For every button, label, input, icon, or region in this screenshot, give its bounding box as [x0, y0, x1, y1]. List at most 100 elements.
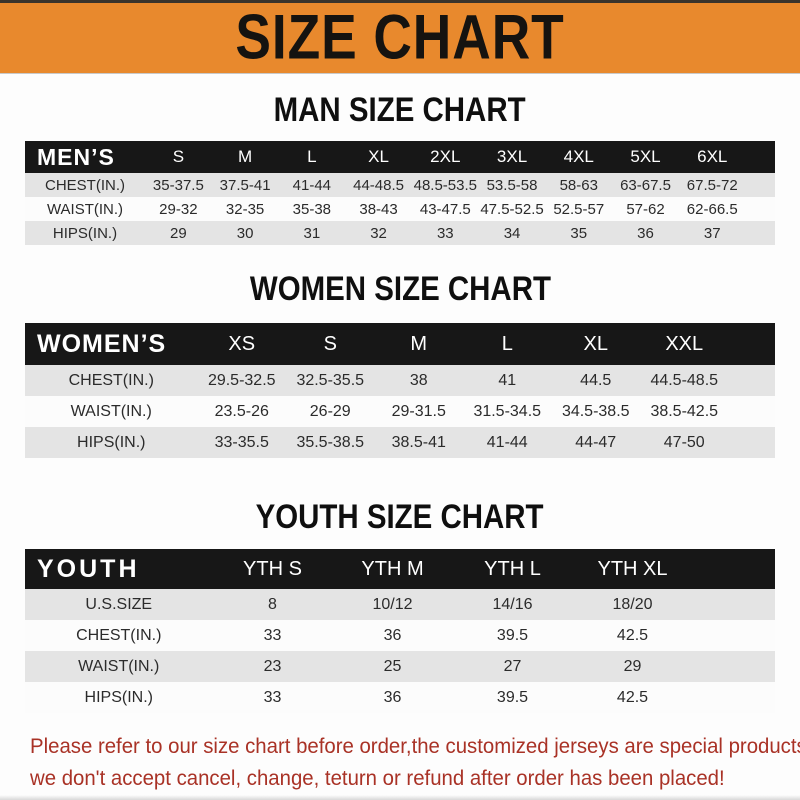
size-cell: 23.5-26 — [197, 396, 286, 428]
size-cell: 25 — [332, 651, 453, 683]
size-cell: 34.5-38.5 — [551, 396, 640, 428]
spacer-cell — [745, 141, 775, 174]
table-row: HIPS(IN.) 33-35.5 35.5-38.5 38.5-41 41-4… — [25, 427, 775, 459]
column-header: 3XL — [478, 141, 546, 174]
size-cell: 58-63 — [545, 173, 613, 198]
table-row: CHEST(IN.) 29.5-32.5 32.5-35.5 38 41 44.… — [25, 365, 775, 397]
column-header: XL — [551, 323, 640, 366]
size-cell: 62-66.5 — [678, 197, 746, 222]
size-cell: 37.5-41 — [211, 173, 279, 198]
row-label: HIPS(IN.) — [25, 682, 213, 714]
column-header: YTH S — [212, 549, 333, 590]
section-youth: YOUTH SIZE CHART YOUTH YTH S YTH M YTH L… — [0, 497, 800, 714]
column-header: M — [211, 141, 279, 174]
table-row: U.S.SIZE 8 10/12 14/16 18/20 — [25, 589, 775, 621]
row-label: WAIST(IN.) — [25, 651, 213, 683]
row-label: WAIST(IN.) — [25, 396, 198, 428]
size-cell: 26-29 — [286, 396, 375, 428]
size-cell: 42.5 — [572, 682, 693, 714]
row-label: CHEST(IN.) — [25, 173, 145, 198]
size-cell: 38 — [374, 365, 463, 397]
table-row: CHEST(IN.) 33 36 39.5 42.5 — [25, 620, 775, 652]
size-cell: 44-48.5 — [345, 173, 412, 198]
spacer-cell — [692, 589, 775, 621]
table-row: WAIST(IN.) 23.5-26 26-29 29-31.5 31.5-34… — [25, 396, 775, 428]
size-cell: 53.5-58 — [478, 173, 546, 198]
size-cell: 41 — [463, 365, 552, 397]
size-cell: 29 — [145, 221, 212, 246]
table-row: HIPS(IN.) 33 36 39.5 42.5 — [25, 682, 775, 714]
column-header: 2XL — [411, 141, 479, 174]
table-row: WAIST(IN.) 23 25 27 29 — [25, 651, 775, 683]
size-cell: 18/20 — [572, 589, 693, 621]
men-table-title: MEN’S — [25, 141, 145, 174]
size-cell: 31 — [278, 221, 346, 246]
size-cell: 29 — [572, 651, 693, 683]
table-row: CHEST(IN.) 35-37.5 37.5-41 41-44 44-48.5… — [25, 173, 775, 198]
size-cell: 10/12 — [332, 589, 453, 621]
size-cell: 32.5-35.5 — [286, 365, 375, 397]
column-header: YTH L — [452, 549, 573, 590]
spacer-cell — [745, 197, 775, 222]
section-women: WOMEN SIZE CHART WOMEN’S XS S M L XL XXL — [0, 269, 800, 459]
women-header-row: WOMEN’S XS S M L XL XXL — [25, 323, 775, 366]
banner: SIZE CHART — [0, 0, 800, 73]
size-cell: 29-32 — [145, 197, 212, 222]
column-header: 5XL — [612, 141, 679, 174]
size-cell: 35.5-38.5 — [286, 427, 375, 459]
spacer-cell — [692, 682, 775, 714]
column-header: L — [463, 323, 552, 366]
size-cell: 42.5 — [572, 620, 693, 652]
spacer-cell — [745, 221, 775, 246]
size-cell: 39.5 — [452, 682, 573, 714]
spacer-cell — [728, 396, 775, 428]
column-header: S — [145, 141, 212, 174]
size-cell: 38-43 — [345, 197, 412, 222]
size-cell: 30 — [211, 221, 279, 246]
column-header: XXL — [640, 323, 729, 366]
size-cell: 38.5-42.5 — [640, 396, 729, 428]
spacer-cell — [692, 549, 775, 590]
men-section-heading: MAN SIZE CHART — [0, 91, 800, 129]
row-label: HIPS(IN.) — [25, 427, 198, 459]
youth-size-table: YOUTH YTH S YTH M YTH L YTH XL U.S.SIZE … — [25, 549, 775, 714]
size-cell: 29.5-32.5 — [197, 365, 286, 397]
column-header: XS — [197, 323, 286, 366]
size-cell: 37 — [678, 221, 746, 246]
size-cell: 29-31.5 — [374, 396, 463, 428]
size-cell: 67.5-72 — [678, 173, 746, 198]
size-cell: 36 — [332, 682, 453, 714]
size-cell: 34 — [478, 221, 546, 246]
disclaimer-note: Please refer to our size chart before or… — [30, 731, 800, 794]
row-label: WAIST(IN.) — [25, 197, 145, 222]
column-header: XL — [345, 141, 412, 174]
row-label: CHEST(IN.) — [25, 365, 198, 397]
table-row: HIPS(IN.) 29 30 31 32 33 34 35 36 37 — [25, 221, 775, 246]
youth-header-row: YOUTH YTH S YTH M YTH L YTH XL — [25, 549, 775, 590]
section-men: MAN SIZE CHART MEN’S S M L XL 2XL 3XL 4X… — [0, 91, 800, 246]
size-cell: 52.5-57 — [545, 197, 613, 222]
size-cell: 48.5-53.5 — [411, 173, 479, 198]
youth-section-heading: YOUTH SIZE CHART — [0, 497, 800, 536]
column-header: L — [278, 141, 346, 174]
spacer-cell — [745, 173, 775, 198]
women-section-heading-text: WOMEN SIZE CHART — [249, 269, 551, 308]
column-header: YTH XL — [572, 549, 693, 590]
size-cell: 35 — [545, 221, 613, 246]
size-cell: 35-38 — [278, 197, 346, 222]
size-cell: 44.5 — [551, 365, 640, 397]
men-size-table: MEN’S S M L XL 2XL 3XL 4XL 5XL 6XL CHEST… — [25, 141, 775, 246]
disclaimer-line-1: Please refer to our size chart before or… — [30, 735, 800, 759]
size-cell: 44.5-48.5 — [640, 365, 729, 397]
size-cell: 33 — [411, 221, 479, 246]
size-cell: 38.5-41 — [374, 427, 463, 459]
size-cell: 41-44 — [463, 427, 552, 459]
size-cell: 57-62 — [612, 197, 679, 222]
column-header: 4XL — [545, 141, 613, 174]
youth-section-heading-text: YOUTH SIZE CHART — [256, 497, 544, 536]
size-cell: 33-35.5 — [197, 427, 286, 459]
size-cell: 47.5-52.5 — [478, 197, 546, 222]
men-header-row: MEN’S S M L XL 2XL 3XL 4XL 5XL 6XL — [25, 141, 775, 174]
women-table-title: WOMEN’S — [25, 323, 198, 366]
